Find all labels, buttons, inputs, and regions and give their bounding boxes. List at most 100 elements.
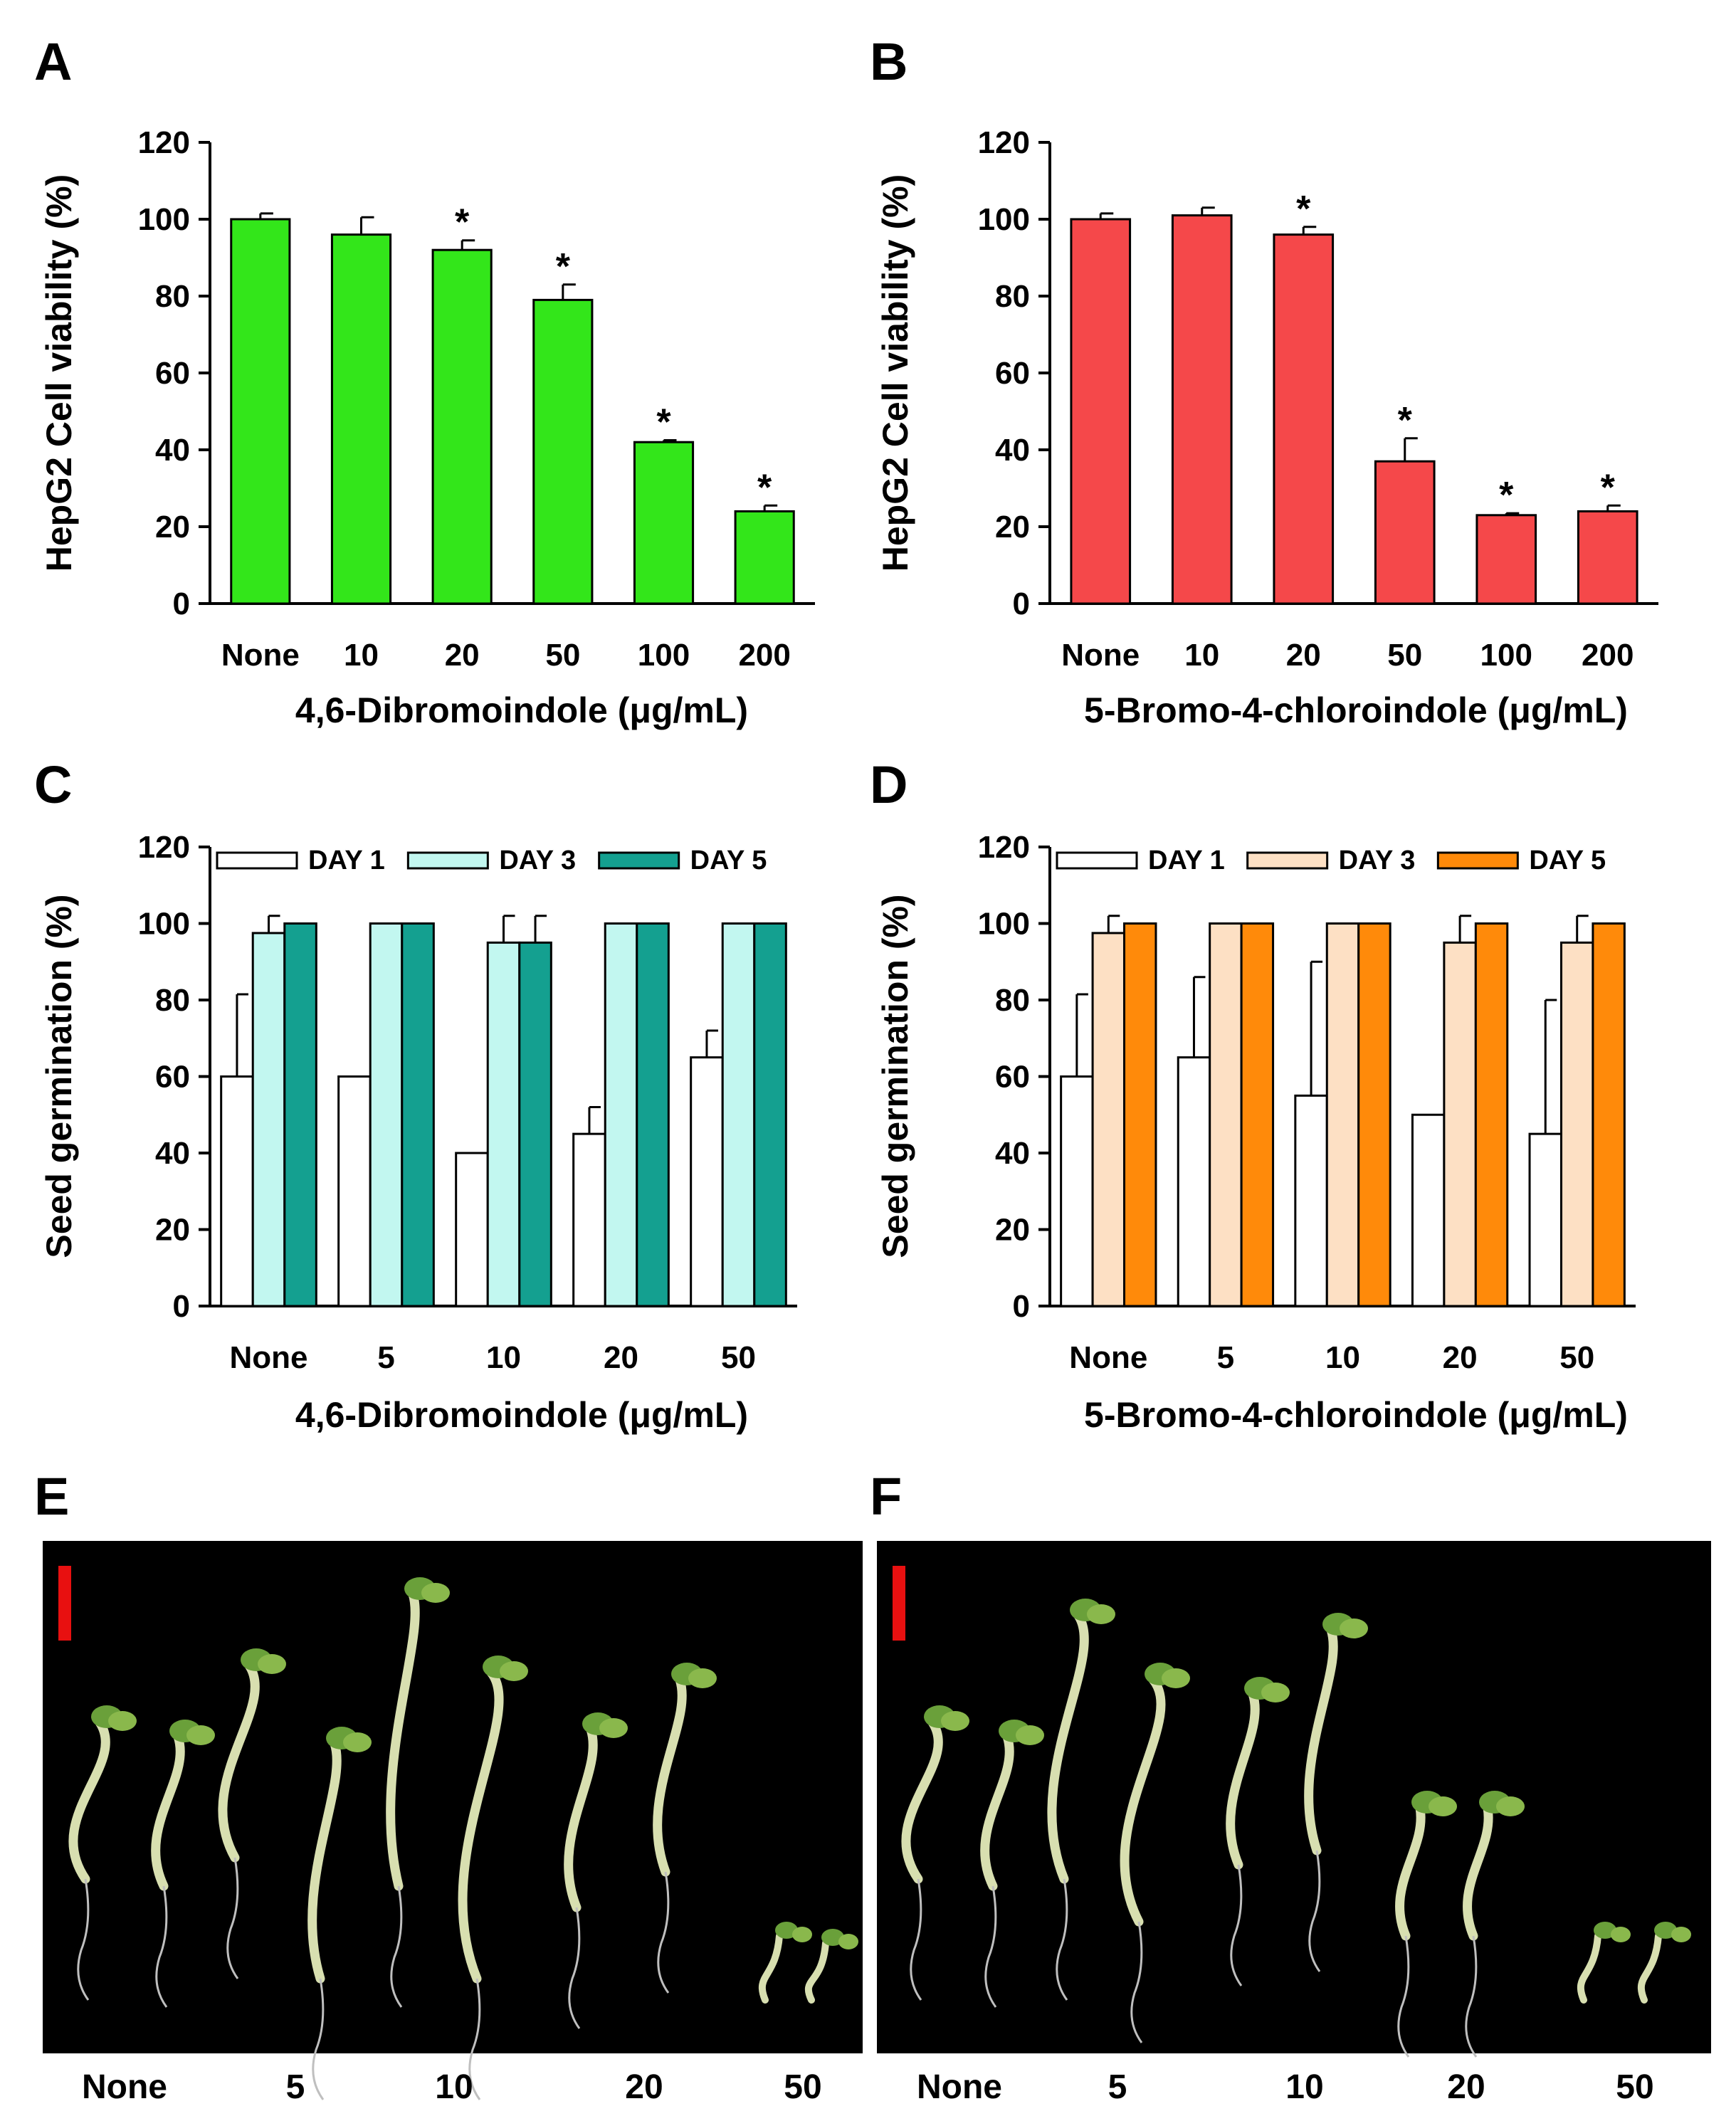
seedling-stem: [1463, 1803, 1493, 1941]
seedling-leaf: [688, 1668, 717, 1688]
photo-label: 20: [625, 2068, 663, 2106]
bar: [1374, 460, 1436, 605]
photo-background: [43, 1541, 863, 2053]
seedling-stem: [386, 1589, 420, 1891]
bar: [330, 233, 392, 605]
x-tick-label: 5: [377, 1340, 394, 1375]
bar: [1209, 922, 1243, 1307]
x-tick-label: None: [1069, 1340, 1147, 1375]
panel-letter-c: C: [34, 755, 72, 814]
x-tick-label: 50: [1387, 638, 1422, 673]
bar: [337, 1075, 372, 1307]
seedling-root: [77, 1878, 90, 2001]
bar: [572, 1132, 606, 1307]
y-axis-title: Seed germination (%): [39, 894, 79, 1258]
seedling-stem: [980, 1732, 1014, 1891]
seedling-root: [1397, 1935, 1410, 2058]
bar: [633, 441, 695, 605]
panel-letter-a: A: [34, 32, 72, 91]
x-tick-label: 200: [738, 638, 790, 673]
legend-swatch: [216, 851, 298, 870]
bar: [1123, 922, 1157, 1307]
seedling-leaf: [838, 1934, 858, 1949]
y-tick-label: 20: [995, 510, 1030, 544]
y-tick-label: 60: [155, 356, 190, 391]
significance-star: *: [556, 246, 571, 288]
legend-swatch: [1056, 851, 1138, 870]
bar: [401, 922, 435, 1307]
bar: [486, 941, 521, 1307]
x-tick-label: 10: [1325, 1340, 1360, 1375]
y-axis-title: Seed germination (%): [875, 894, 915, 1258]
seedling-stem: [653, 1675, 687, 1877]
seedling-leaf: [1671, 1927, 1691, 1942]
seedling-stem: [1395, 1803, 1426, 1941]
seedling-root: [1308, 1850, 1321, 1972]
seedling-photo-f: [877, 1541, 1711, 2058]
x-tick-label: 10: [344, 638, 379, 673]
seedling-leaf: [1340, 1618, 1368, 1638]
seedling-root: [657, 1871, 670, 1994]
scale-bar: [893, 1566, 905, 1641]
y-tick-label: 100: [138, 202, 190, 237]
bar: [1443, 941, 1477, 1307]
seedling-leaf: [599, 1718, 628, 1738]
bar: [532, 298, 594, 605]
seedling-root: [1130, 1921, 1143, 2043]
y-tick-label: 120: [978, 830, 1030, 865]
significance-star: *: [1296, 189, 1311, 230]
bar: [1294, 1094, 1328, 1307]
photo-label: 5: [1108, 2068, 1127, 2106]
bar: [431, 248, 493, 605]
photo-label: 10: [435, 2068, 473, 2106]
significance-star: *: [1398, 400, 1413, 441]
seedling-photo-e: [43, 1541, 863, 2100]
y-tick-label: 80: [155, 279, 190, 314]
seedling-leaf: [343, 1732, 372, 1752]
bar: [1357, 922, 1392, 1307]
seedling-stem: [1047, 1611, 1089, 1884]
seedling-stem: [1304, 1625, 1338, 1856]
panel-letter-d: D: [870, 755, 908, 814]
significance-star: *: [757, 467, 772, 508]
chart-c: 0 20 40 60 80 100 120 Seed germination (%) 4,6-D…: [39, 830, 797, 1435]
bar: [1070, 218, 1132, 605]
y-tick-label: 100: [138, 907, 190, 942]
seedling-root: [1056, 1878, 1068, 2001]
x-tick-label: 5: [1217, 1340, 1234, 1375]
y-tick-label: 40: [995, 433, 1030, 468]
y-tick-label: 100: [978, 202, 1030, 237]
legend-label: DAY 3: [1339, 846, 1416, 875]
seedling-stem: [1120, 1675, 1166, 1927]
seedling-stem: [151, 1732, 185, 1891]
panel-letter-e: E: [34, 1467, 69, 1526]
y-tick-label: 40: [155, 433, 190, 468]
x-axis-title: 4,6-Dibromoindole (μg/mL): [295, 690, 748, 730]
bar: [1475, 514, 1537, 605]
seedling-leaf: [1429, 1796, 1457, 1816]
y-tick-label: 100: [978, 907, 1030, 942]
bar: [1060, 1075, 1094, 1307]
x-tick-label: 50: [545, 638, 580, 673]
y-tick-label: 20: [995, 1213, 1030, 1248]
panel-letter-b: B: [870, 32, 908, 91]
x-tick-label: None: [221, 638, 300, 673]
seedling-leaf: [792, 1927, 812, 1942]
y-tick-label: 0: [1013, 1289, 1030, 1324]
legend-swatch: [1246, 851, 1329, 870]
seedling-root: [226, 1857, 239, 1979]
bar: [721, 922, 756, 1307]
seedling-stem: [458, 1668, 504, 1984]
x-tick-label: 10: [1184, 638, 1219, 673]
bar: [690, 1056, 724, 1307]
seedling-leaf: [108, 1711, 137, 1731]
seedling-root: [312, 1978, 325, 2100]
seedling-root: [390, 1885, 403, 2008]
x-tick-label: 20: [1286, 638, 1321, 673]
photo-label: None: [82, 2068, 167, 2106]
x-tick-label: 50: [1559, 1340, 1594, 1375]
seedling-stem: [218, 1660, 260, 1863]
seedling-stem: [68, 1717, 110, 1884]
y-tick-label: 120: [978, 125, 1030, 160]
seedling-root: [910, 1878, 922, 2001]
